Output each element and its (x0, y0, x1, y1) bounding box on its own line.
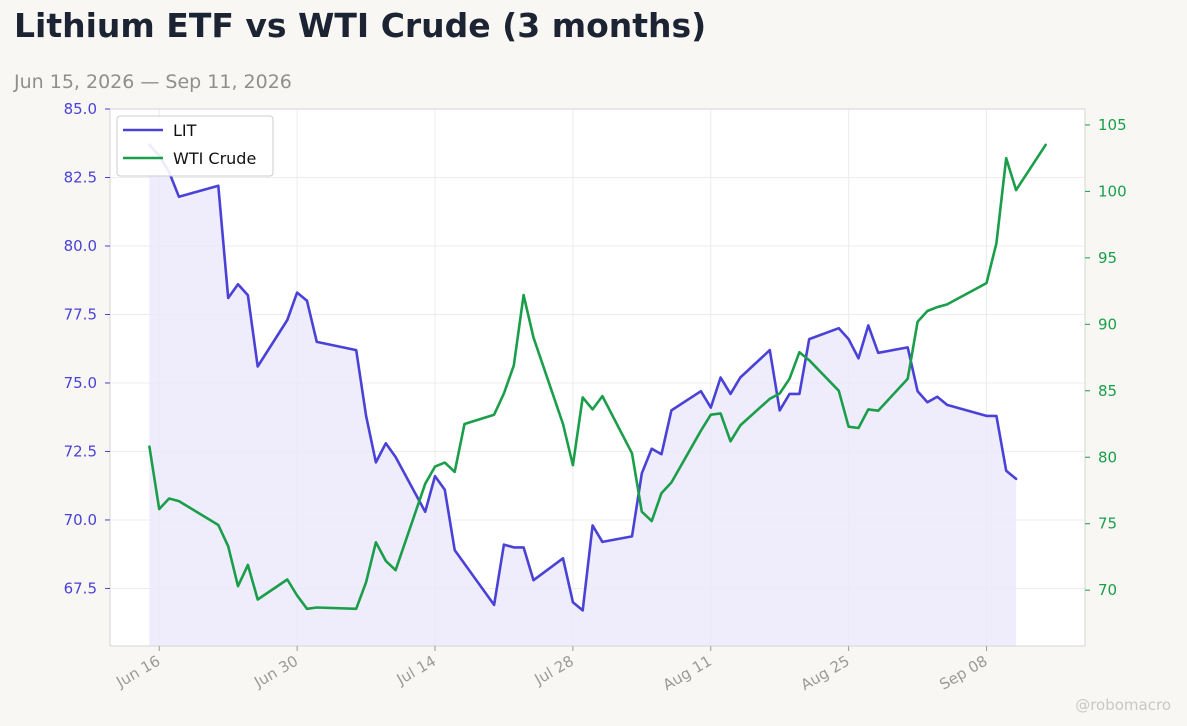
y-left-tick-label: 75.0 (64, 374, 97, 392)
legend-label: LIT (173, 121, 197, 140)
y-left-tick-label: 72.5 (64, 442, 97, 460)
x-tick-label: Sep 08 (936, 652, 990, 694)
y-right-tick-label: 100 (1098, 182, 1127, 200)
x-tick-label: Jul 14 (393, 652, 439, 689)
legend-label: WTI Crude (173, 149, 256, 168)
y-left-tick-label: 80.0 (64, 237, 97, 255)
chart-subtitle: Jun 15, 2026 — Sep 11, 2026 (14, 71, 292, 93)
x-tick-label: Jun 16 (112, 652, 163, 692)
plot-frame (109, 108, 1086, 647)
y-left-tick-label: 67.5 (64, 579, 97, 597)
y-left-tick-label: 70.0 (64, 511, 97, 529)
y-right-tick-label: 95 (1098, 249, 1117, 267)
y-right-tick-label: 75 (1098, 515, 1117, 533)
lit-area-fill (149, 144, 1017, 646)
y-left-tick-label: 82.5 (64, 168, 97, 186)
y-right-tick-label: 85 (1098, 382, 1117, 400)
series-line-wti-crude (148, 143, 1047, 611)
y-right-tick-label: 70 (1098, 581, 1117, 599)
y-right-tick-label: 90 (1098, 315, 1117, 333)
series-line-lit (148, 143, 1018, 612)
x-tick-label: Jun 30 (250, 652, 301, 692)
y-right-tick-label: 80 (1098, 448, 1117, 466)
x-tick-label: Aug 25 (798, 652, 853, 694)
chart-title: Lithium ETF vs WTI Crude (3 months) (14, 6, 707, 45)
y-right-tick-label: 105 (1098, 116, 1127, 134)
watermark: @robomacro (1075, 696, 1171, 714)
x-tick-label: Aug 11 (660, 652, 715, 694)
y-left-tick-label: 85.0 (64, 100, 97, 118)
x-tick-label: Jul 28 (531, 652, 577, 689)
y-left-tick-label: 77.5 (64, 305, 97, 323)
